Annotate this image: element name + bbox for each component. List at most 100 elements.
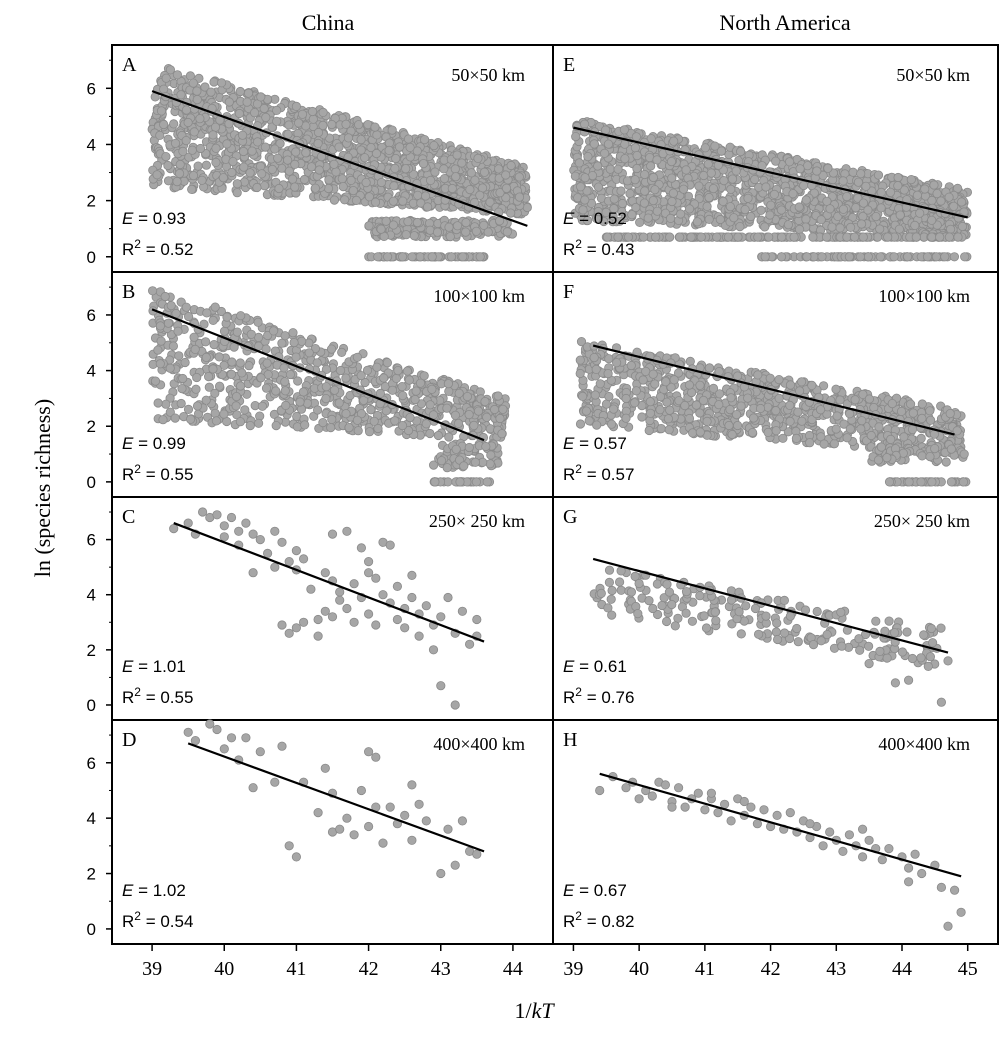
data-point	[501, 170, 511, 180]
data-point	[235, 358, 245, 368]
data-point	[443, 379, 453, 389]
data-point	[415, 378, 426, 388]
data-point	[912, 190, 923, 200]
data-point	[620, 154, 630, 164]
data-point	[723, 232, 734, 242]
data-point	[191, 384, 201, 394]
data-point	[445, 232, 455, 242]
data-point	[953, 232, 963, 242]
data-point	[279, 363, 289, 373]
data-point	[290, 159, 300, 169]
data-point	[589, 139, 599, 149]
data-point	[461, 227, 471, 237]
data-point	[872, 232, 883, 242]
data-point	[193, 161, 203, 171]
data-point	[312, 405, 323, 415]
data-point	[485, 197, 495, 207]
data-point	[455, 477, 465, 487]
data-point	[176, 90, 186, 100]
data-point	[502, 227, 512, 237]
data-point	[271, 420, 281, 431]
data-point	[337, 174, 347, 184]
data-point	[949, 252, 960, 262]
data-point	[334, 142, 344, 152]
data-point	[430, 477, 440, 487]
y-tick-label: 0	[87, 473, 96, 492]
data-point	[935, 232, 945, 242]
data-point	[161, 152, 171, 162]
data-point	[228, 157, 238, 167]
data-point	[353, 426, 363, 436]
data-point	[394, 142, 405, 152]
data-point	[188, 78, 198, 88]
data-point	[684, 204, 695, 214]
data-point	[944, 232, 955, 242]
data-point	[464, 409, 474, 420]
data-point	[297, 336, 307, 346]
r2-statistic: R2 = 0.52	[122, 237, 193, 259]
data-point	[821, 232, 832, 242]
data-point	[285, 369, 295, 380]
data-point	[197, 175, 207, 185]
y-tick-label: 4	[87, 135, 96, 154]
data-point	[675, 232, 685, 242]
data-point	[295, 397, 305, 407]
data-point	[181, 105, 192, 115]
data-point	[459, 461, 469, 471]
y-tick-label: 2	[87, 417, 96, 436]
data-point	[669, 136, 679, 146]
data-point	[318, 417, 328, 428]
data-point	[329, 159, 339, 169]
data-point	[299, 174, 310, 185]
data-point	[232, 188, 242, 198]
data-point	[236, 381, 246, 391]
data-point	[743, 193, 753, 203]
data-point	[246, 329, 256, 339]
data-point	[163, 176, 174, 186]
data-point	[479, 220, 489, 230]
data-point	[425, 400, 435, 410]
data-point	[420, 191, 431, 201]
data-point	[152, 170, 162, 180]
data-point	[778, 433, 788, 443]
data-point	[473, 406, 484, 416]
data-point	[418, 159, 429, 169]
data-point	[640, 186, 650, 196]
data-point	[201, 395, 211, 405]
data-point	[148, 286, 158, 296]
data-point	[187, 184, 197, 194]
data-point	[802, 252, 812, 262]
data-point	[756, 205, 766, 215]
data-point	[920, 184, 930, 194]
data-point	[580, 195, 590, 205]
data-point	[189, 127, 199, 137]
data-point	[665, 232, 675, 242]
data-point	[725, 202, 736, 212]
data-point	[704, 214, 714, 224]
data-point	[163, 160, 173, 171]
data-point	[462, 391, 472, 402]
data-point	[489, 404, 500, 415]
data-point	[604, 354, 614, 364]
data-point	[777, 232, 787, 242]
data-point	[181, 136, 191, 146]
data-point	[929, 180, 939, 190]
data-point	[327, 414, 337, 424]
data-point	[681, 165, 691, 175]
data-point	[163, 318, 173, 328]
data-point	[256, 373, 266, 383]
data-point	[936, 196, 946, 206]
r2-symbol: R	[563, 240, 575, 259]
data-point	[387, 385, 398, 395]
data-point	[238, 130, 248, 140]
data-point	[360, 153, 370, 163]
data-point	[571, 132, 581, 142]
data-point	[229, 342, 239, 352]
data-point	[327, 119, 337, 130]
data-point	[177, 383, 187, 394]
r2-statistic: R2 = 0.55	[122, 462, 193, 484]
data-point	[622, 176, 633, 186]
data-point	[485, 459, 495, 469]
data-point	[257, 169, 267, 179]
data-point	[648, 196, 658, 206]
